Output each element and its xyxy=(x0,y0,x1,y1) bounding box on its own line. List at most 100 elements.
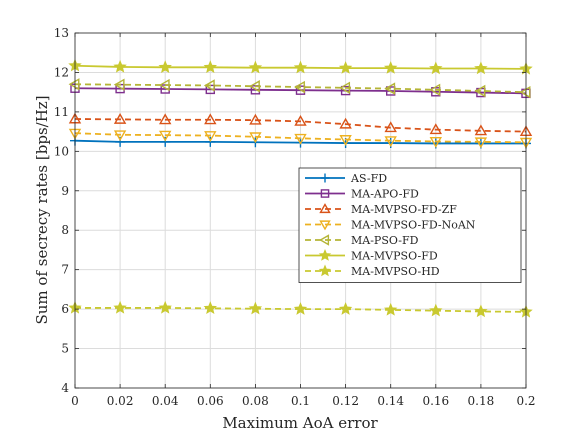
data-point xyxy=(204,113,217,125)
legend-item: MA-MVPSO-HD xyxy=(305,264,440,278)
data-point xyxy=(474,61,488,75)
y-tick-label: 7 xyxy=(61,263,69,277)
x-tick-label: 0.12 xyxy=(332,394,359,408)
data-point xyxy=(203,60,218,74)
data-point xyxy=(429,123,443,135)
data-point xyxy=(113,300,127,314)
data-point xyxy=(158,300,172,314)
data-point xyxy=(383,302,398,316)
x-tick-label: 0 xyxy=(71,394,79,408)
x-tick-label: 0.08 xyxy=(242,394,269,408)
data-point xyxy=(294,80,305,94)
x-tick-label: 0.2 xyxy=(516,394,535,408)
y-tick-label: 12 xyxy=(54,65,69,79)
x-tick-label: 0.18 xyxy=(468,394,495,408)
y-tick-label: 11 xyxy=(54,105,69,119)
data-point xyxy=(339,135,352,146)
y-tick-label: 4 xyxy=(61,381,69,395)
legend-label: AS-FD xyxy=(350,172,387,185)
legend-label: MA-APO-FD xyxy=(351,188,419,201)
y-tick-label: 6 xyxy=(61,302,69,316)
series-ma-mvpso-fd-noan xyxy=(68,128,533,149)
data-point xyxy=(384,82,396,95)
data-point xyxy=(338,61,353,74)
data-point xyxy=(474,304,488,318)
legend-item: MA-APO-FD xyxy=(305,188,419,201)
y-tick-label: 8 xyxy=(61,223,69,237)
y-tick-label: 10 xyxy=(54,144,69,158)
series-ma-pso-fd xyxy=(68,78,531,99)
data-point xyxy=(474,137,488,149)
tick-labels: 0 0.02 0.04 0.06 0.08 0.1 0.12 0.14 0.16 0.18 0.2 4… xyxy=(54,26,536,408)
data-point xyxy=(294,133,307,145)
legend-label: MA-MVPSO-HD xyxy=(351,265,440,278)
data-point xyxy=(429,303,443,317)
data-point xyxy=(429,61,443,75)
data-point xyxy=(339,81,351,95)
data-point xyxy=(384,121,397,133)
legend-label: MA-PSO-FD xyxy=(351,234,419,247)
legend-marker xyxy=(318,248,332,261)
legend-item: MA-MVPSO-FD-NoAN xyxy=(305,219,476,232)
data-point xyxy=(429,83,441,97)
legend-item: AS-FD xyxy=(305,172,387,185)
x-tick-label: 0.14 xyxy=(377,394,404,408)
data-point xyxy=(203,79,215,92)
data-point xyxy=(68,78,80,91)
legend: AS-FD MA-APO-FD MA-MVPSO-FD-ZF MA-MVPSO-FD-… xyxy=(298,167,522,283)
x-tick-label: 0.16 xyxy=(422,394,449,408)
data-point xyxy=(204,131,217,142)
data-point xyxy=(339,117,352,129)
data-point xyxy=(248,80,260,93)
y-tick-label: 9 xyxy=(61,184,69,198)
data-point xyxy=(429,137,443,148)
data-point xyxy=(294,114,307,126)
y-axis-label: Sum of secrecy rates [bps/Hz] xyxy=(33,95,51,324)
y-tick-label: 5 xyxy=(61,342,69,356)
data-point xyxy=(249,113,262,125)
data-point xyxy=(248,60,263,74)
series-line xyxy=(74,118,527,133)
data-point xyxy=(203,301,218,315)
data-point xyxy=(249,132,262,144)
data-point xyxy=(113,112,127,124)
series-line xyxy=(74,132,527,144)
x-tick-label: 0.04 xyxy=(152,394,179,408)
data-point xyxy=(474,84,486,98)
legend-item: MA-PSO-FD xyxy=(305,234,419,247)
legend-marker xyxy=(319,234,330,246)
data-point xyxy=(158,130,172,142)
x-axis-label: Maximum AoA error xyxy=(222,414,378,432)
data-point xyxy=(248,301,263,315)
series-ma-mvpso-fd-zf xyxy=(68,112,533,137)
data-point xyxy=(474,124,488,136)
legend-label: MA-MVPSO-FD-ZF xyxy=(351,203,457,216)
axes xyxy=(74,32,527,389)
data-point xyxy=(113,59,127,73)
data-point xyxy=(293,302,308,315)
legend-label: MA-MVPSO-FD xyxy=(351,250,438,263)
series-line xyxy=(74,83,527,94)
legend-label: MA-MVPSO-FD-NoAN xyxy=(351,219,476,232)
series-ma-mvpso-hd xyxy=(68,300,533,318)
data-point xyxy=(158,60,172,74)
x-tick-label: 0.02 xyxy=(107,394,134,408)
data-point xyxy=(384,136,397,148)
x-tick-label: 0.06 xyxy=(197,394,224,408)
legend-item: MA-MVPSO-FD-ZF xyxy=(305,203,457,216)
legend-marker xyxy=(319,220,331,231)
y-tick-label: 13 xyxy=(54,26,69,40)
data-point xyxy=(338,302,353,315)
legend-item: MA-MVPSO-FD xyxy=(305,248,438,263)
x-tick-label: 0.1 xyxy=(291,394,310,408)
legend-marker xyxy=(320,189,330,198)
data-point xyxy=(383,61,398,74)
data-point xyxy=(519,85,531,99)
legend-marker xyxy=(319,203,331,214)
legend-marker xyxy=(320,173,330,183)
data-point xyxy=(113,130,127,142)
data-point xyxy=(158,78,170,92)
data-point xyxy=(113,78,125,91)
